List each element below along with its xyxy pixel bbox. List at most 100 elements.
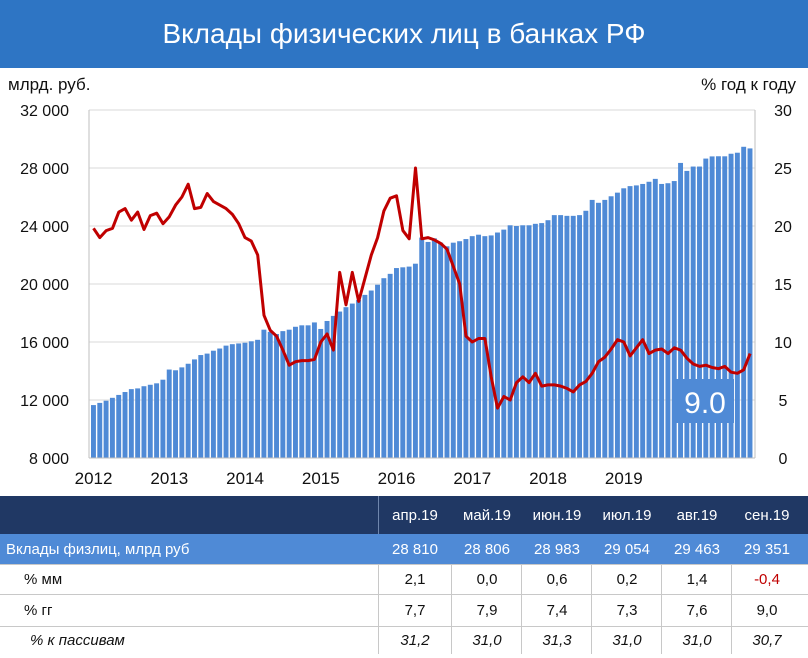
yoy-growth-line xyxy=(92,166,752,410)
column-header: май.19 xyxy=(463,506,511,524)
divider xyxy=(378,594,379,626)
bar xyxy=(97,402,103,458)
bar xyxy=(469,236,475,458)
bar xyxy=(223,345,229,458)
bar xyxy=(627,186,633,458)
table-cell: 7,3 xyxy=(616,601,638,619)
table-cell: 28 810 xyxy=(392,540,438,558)
table-cell: 29 463 xyxy=(674,540,720,558)
divider xyxy=(591,594,592,626)
line-series xyxy=(92,166,752,410)
divider xyxy=(731,594,732,626)
left-tick-label: 32 000 xyxy=(20,103,69,120)
table-row: % гг 7,7 7,9 7,4 7,3 7,6 9,0 xyxy=(0,594,808,626)
bar xyxy=(147,384,153,458)
bar xyxy=(665,183,671,458)
axes: 8 000 12 000 16 000 20 000 24 000 28 000 32 00… xyxy=(20,103,792,488)
bar xyxy=(116,394,122,458)
annotation-value: 9.0 xyxy=(684,387,726,420)
bar xyxy=(128,389,134,458)
right-tick-label: 5 xyxy=(779,393,788,410)
bar xyxy=(229,344,235,458)
left-tick-label: 8 000 xyxy=(29,451,69,468)
bar xyxy=(539,223,545,458)
bar xyxy=(375,284,380,458)
right-tick-label: 25 xyxy=(774,161,792,178)
divider xyxy=(661,594,662,626)
table-row: Вклады физлиц, млрд руб 28 810 28 806 28 98… xyxy=(0,534,808,564)
divider xyxy=(0,626,808,627)
bar xyxy=(91,405,96,458)
x-tick-label: 2013 xyxy=(150,469,188,488)
bar xyxy=(551,215,557,458)
page-title: Вклады физических лиц в банках РФ xyxy=(0,0,808,68)
bar xyxy=(463,239,469,458)
bar xyxy=(425,241,431,458)
column-header: апр.19 xyxy=(392,506,438,524)
bar xyxy=(444,246,450,458)
table-cell: 7,4 xyxy=(546,601,568,619)
column-header: авг.19 xyxy=(676,506,718,524)
x-tick-label: 2014 xyxy=(226,469,264,488)
bar xyxy=(267,331,273,458)
bar xyxy=(141,386,147,458)
divider xyxy=(451,594,452,626)
x-tick-label: 2015 xyxy=(302,469,340,488)
bar xyxy=(109,397,115,458)
bar xyxy=(236,343,242,458)
bar xyxy=(160,379,166,458)
bar xyxy=(293,326,298,458)
bar xyxy=(703,158,709,458)
bar xyxy=(210,350,216,458)
bar xyxy=(368,290,374,458)
bar xyxy=(387,273,393,458)
divider xyxy=(521,594,522,626)
bar xyxy=(198,355,204,458)
divider xyxy=(731,564,732,594)
right-tick-label: 0 xyxy=(779,451,788,468)
table-cell: 31,3 xyxy=(542,631,572,649)
divider xyxy=(661,626,662,654)
bar xyxy=(589,199,595,458)
divider xyxy=(0,564,808,565)
bar xyxy=(173,370,178,458)
bar xyxy=(362,294,368,458)
bar xyxy=(734,152,740,458)
bar-series xyxy=(91,146,753,459)
right-tick-label: 10 xyxy=(774,335,792,352)
table-cell: 0,6 xyxy=(546,570,568,588)
right-tick-label: 20 xyxy=(774,219,792,236)
table-cell: 2,1 xyxy=(404,570,426,588)
divider xyxy=(378,626,379,654)
bar xyxy=(431,238,437,458)
data-table: апр.19 май.19 июн.19 июл.19 авг.19 сен.19 Вкла… xyxy=(0,496,808,658)
x-tick-label: 2018 xyxy=(529,469,567,488)
table-cell: 31,0 xyxy=(472,631,502,649)
bar xyxy=(532,223,538,458)
bar xyxy=(741,146,747,458)
bar xyxy=(122,392,128,458)
bar xyxy=(596,202,601,458)
table-cell: 29 351 xyxy=(744,540,790,558)
table-cell: 31,2 xyxy=(400,631,430,649)
column-header: июл.19 xyxy=(602,506,652,524)
bar xyxy=(185,363,191,458)
divider xyxy=(0,594,808,595)
bar xyxy=(684,170,690,458)
table-cell: 30,7 xyxy=(752,631,782,649)
table-cell: 9,0 xyxy=(756,601,778,619)
bar xyxy=(349,303,355,458)
divider xyxy=(521,564,522,594)
bar xyxy=(545,220,551,458)
bar xyxy=(513,226,519,458)
bar xyxy=(671,181,677,459)
bar xyxy=(640,183,646,458)
x-tick-label: 2017 xyxy=(453,469,491,488)
left-tick-label: 24 000 xyxy=(20,219,69,236)
bar xyxy=(318,328,324,458)
row-label: % гг xyxy=(24,601,53,619)
table-header-row: апр.19 май.19 июн.19 июл.19 авг.19 сен.19 xyxy=(0,496,808,534)
annotation-background xyxy=(676,379,734,423)
bar xyxy=(103,400,109,458)
bar xyxy=(495,232,500,458)
